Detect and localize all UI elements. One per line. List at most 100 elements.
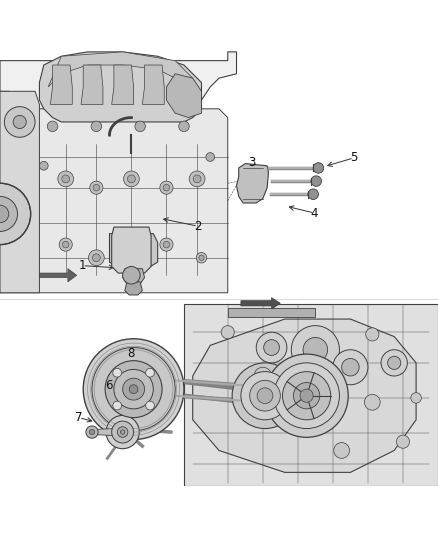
Circle shape bbox=[293, 383, 320, 409]
Circle shape bbox=[388, 356, 401, 369]
Circle shape bbox=[206, 152, 215, 161]
Circle shape bbox=[129, 385, 138, 393]
Circle shape bbox=[300, 389, 313, 402]
Polygon shape bbox=[125, 282, 142, 295]
Text: 3: 3 bbox=[248, 156, 255, 169]
Circle shape bbox=[0, 197, 18, 231]
Polygon shape bbox=[81, 65, 103, 104]
Circle shape bbox=[124, 171, 139, 187]
Circle shape bbox=[127, 175, 135, 183]
Circle shape bbox=[59, 238, 72, 251]
Circle shape bbox=[86, 426, 98, 438]
Polygon shape bbox=[110, 233, 158, 269]
Polygon shape bbox=[94, 429, 116, 435]
Circle shape bbox=[120, 430, 125, 434]
Circle shape bbox=[63, 241, 69, 248]
Circle shape bbox=[254, 367, 272, 385]
Circle shape bbox=[308, 189, 318, 199]
Circle shape bbox=[333, 350, 368, 385]
Polygon shape bbox=[39, 52, 201, 122]
Circle shape bbox=[163, 184, 170, 191]
Circle shape bbox=[135, 121, 145, 132]
Circle shape bbox=[92, 254, 100, 262]
Polygon shape bbox=[241, 297, 280, 309]
Circle shape bbox=[241, 372, 289, 420]
Circle shape bbox=[117, 427, 128, 437]
Circle shape bbox=[123, 266, 140, 284]
Circle shape bbox=[381, 350, 407, 376]
Circle shape bbox=[199, 255, 204, 260]
Circle shape bbox=[106, 415, 139, 449]
Text: 8: 8 bbox=[127, 347, 134, 360]
Polygon shape bbox=[48, 52, 193, 91]
Circle shape bbox=[179, 121, 189, 132]
Circle shape bbox=[4, 107, 35, 138]
Circle shape bbox=[105, 361, 162, 418]
Circle shape bbox=[58, 171, 74, 187]
Polygon shape bbox=[184, 304, 438, 486]
Polygon shape bbox=[0, 91, 39, 293]
Circle shape bbox=[221, 326, 234, 339]
Circle shape bbox=[291, 326, 339, 374]
Circle shape bbox=[90, 181, 103, 194]
Circle shape bbox=[364, 394, 380, 410]
Circle shape bbox=[113, 368, 122, 377]
Circle shape bbox=[114, 369, 153, 409]
Circle shape bbox=[39, 161, 48, 170]
Polygon shape bbox=[193, 319, 416, 472]
Circle shape bbox=[123, 378, 145, 400]
Polygon shape bbox=[112, 65, 134, 104]
Circle shape bbox=[62, 175, 70, 183]
Circle shape bbox=[274, 363, 339, 429]
Text: 6: 6 bbox=[105, 379, 113, 392]
Circle shape bbox=[13, 115, 26, 128]
Circle shape bbox=[265, 354, 348, 437]
Circle shape bbox=[193, 175, 201, 183]
Circle shape bbox=[145, 401, 154, 410]
Polygon shape bbox=[50, 65, 72, 104]
Text: 2: 2 bbox=[194, 220, 202, 233]
Polygon shape bbox=[228, 308, 315, 317]
Circle shape bbox=[264, 340, 279, 356]
Polygon shape bbox=[237, 164, 268, 203]
Circle shape bbox=[112, 421, 134, 443]
Polygon shape bbox=[39, 269, 77, 282]
Circle shape bbox=[83, 339, 184, 440]
Circle shape bbox=[92, 348, 175, 431]
Circle shape bbox=[342, 359, 359, 376]
Text: 5: 5 bbox=[350, 151, 357, 164]
Polygon shape bbox=[123, 269, 145, 284]
Circle shape bbox=[250, 381, 280, 411]
Circle shape bbox=[232, 363, 298, 429]
Text: 1: 1 bbox=[78, 259, 86, 272]
Text: 7: 7 bbox=[75, 411, 83, 424]
Circle shape bbox=[411, 393, 421, 403]
Text: 4: 4 bbox=[311, 207, 318, 220]
Circle shape bbox=[256, 332, 287, 363]
Polygon shape bbox=[112, 227, 151, 273]
Circle shape bbox=[196, 253, 207, 263]
Circle shape bbox=[311, 176, 321, 187]
Circle shape bbox=[113, 401, 122, 410]
Circle shape bbox=[283, 372, 331, 420]
Circle shape bbox=[160, 238, 173, 251]
Circle shape bbox=[0, 205, 9, 223]
Circle shape bbox=[334, 442, 350, 458]
Circle shape bbox=[303, 337, 328, 362]
Polygon shape bbox=[0, 91, 228, 293]
Circle shape bbox=[257, 388, 273, 403]
Circle shape bbox=[189, 171, 205, 187]
Circle shape bbox=[47, 121, 58, 132]
Polygon shape bbox=[166, 74, 201, 118]
Circle shape bbox=[89, 430, 95, 435]
Circle shape bbox=[145, 368, 154, 377]
Polygon shape bbox=[142, 65, 164, 104]
Polygon shape bbox=[0, 52, 237, 144]
Circle shape bbox=[0, 183, 31, 245]
Circle shape bbox=[88, 250, 104, 265]
Circle shape bbox=[313, 163, 324, 173]
Circle shape bbox=[366, 328, 379, 341]
Circle shape bbox=[93, 184, 99, 191]
Circle shape bbox=[163, 241, 170, 248]
Circle shape bbox=[160, 181, 173, 194]
